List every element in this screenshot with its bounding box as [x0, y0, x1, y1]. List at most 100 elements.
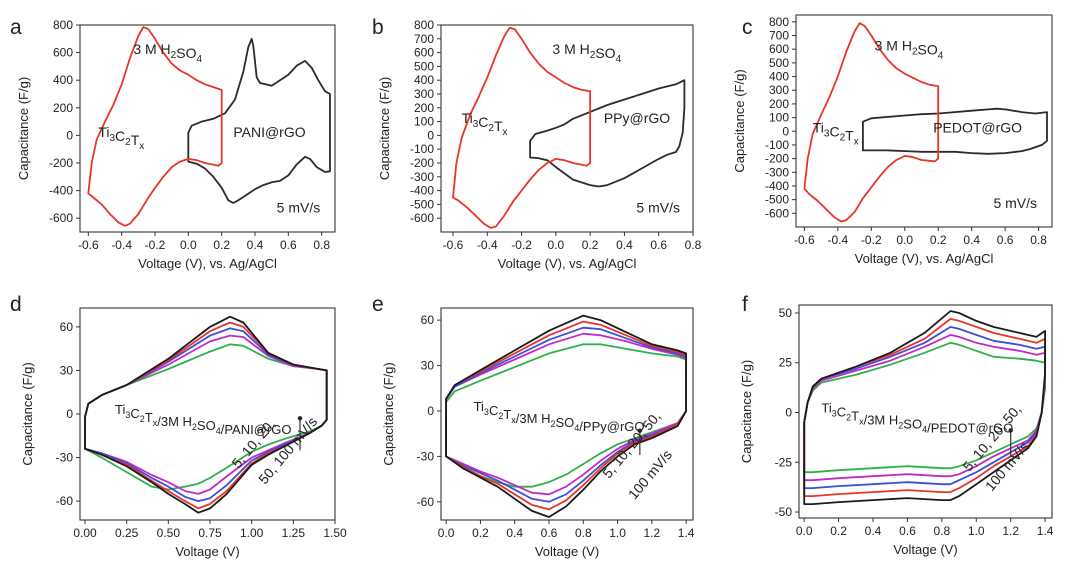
series-line — [452, 26, 591, 229]
series-line — [803, 22, 940, 223]
series-line — [529, 79, 686, 188]
x-axis-label: Voltage (V) — [535, 544, 599, 559]
x-tick-label: 0.4 — [247, 238, 264, 252]
panel-letter: d — [10, 293, 22, 316]
x-axis-label: Voltage (V), vs. Ag/AgCl — [855, 251, 994, 266]
y-tick-label: 0 — [427, 404, 434, 418]
annotation-electrolyte: 3 M H2SO4 — [552, 41, 621, 65]
y-tick-label: -60 — [56, 494, 74, 508]
y-axis-label: Capacitance (F/g) — [732, 69, 747, 172]
y-tick-label: 0 — [782, 124, 789, 138]
series-line — [862, 107, 1048, 155]
y-tick-label: 600 — [414, 46, 434, 60]
arrow-head — [637, 428, 643, 433]
panel-f: f 0.0 0.2 0.4 0.6 0.8 1.0 1.2 1.4 -50 -25 0 25 50 Volt… — [739, 293, 1054, 557]
x-tick-label: 0.2 — [830, 524, 847, 538]
y-tick-label: 60 — [421, 313, 435, 327]
y-tick-label: 700 — [414, 32, 434, 46]
annotation-electrolyte: 3 M H2SO4 — [133, 41, 202, 65]
y-tick-label: 300 — [414, 87, 434, 101]
panel-e: e 0.0 0.2 0.4 0.6 0.8 1.0 1.2 1.4 -60 -30 0 30 60 Volt… — [372, 293, 695, 559]
series-line — [87, 26, 223, 227]
x-tick-label: 0.6 — [280, 238, 297, 252]
y-tick-label: -600 — [765, 206, 789, 220]
series-line — [84, 315, 328, 514]
y-tick-label: 800 — [53, 18, 73, 32]
y-tick-label: 50 — [779, 306, 793, 320]
y-tick-label: 700 — [769, 29, 789, 43]
annotation-ti3c2tx: Ti3C2Tx — [462, 110, 508, 138]
x-tick-label: 0.50 — [157, 526, 181, 540]
x-axis-label: Voltage (V), vs. Ag/AgCl — [138, 256, 277, 271]
x-tick-label: 1.0 — [968, 524, 985, 538]
y-tick-label: 30 — [60, 363, 74, 377]
x-tick-label: 0.6 — [899, 524, 916, 538]
series-line — [187, 37, 331, 204]
panel-b: b -0.6 -0.4 -0.2 0.0 0.2 0.4 0.6 0.8 -600-500-400… — [372, 16, 702, 271]
x-tick-label: 1.2 — [644, 526, 661, 540]
y-tick-label: -500 — [410, 197, 434, 211]
x-tick-label: 0.4 — [963, 233, 980, 247]
y-tick-label: -200 — [49, 156, 73, 170]
arrow-head — [297, 416, 303, 421]
y-tick-label: -500 — [765, 193, 789, 207]
x-tick-label: 0.2 — [582, 238, 599, 252]
y-tick-label: 600 — [53, 46, 73, 60]
y-tick-label: 100 — [769, 111, 789, 125]
x-tick-label: 0.4 — [616, 238, 633, 252]
y-tick-label: 0 — [785, 405, 792, 419]
y-tick-label: -25 — [775, 455, 793, 469]
y-axis-label: Capacitance (F/g) — [739, 360, 754, 463]
series-line — [803, 310, 1046, 505]
plot-frame — [795, 14, 1053, 228]
x-tick-label: 0.2 — [472, 526, 489, 540]
annotation-electrolyte: 3 M H2SO4 — [875, 38, 944, 62]
plot-frame — [798, 304, 1053, 519]
y-tick-label: 400 — [53, 73, 73, 87]
y-tick-label: 500 — [769, 56, 789, 70]
x-tick-label: 0.4 — [506, 526, 523, 540]
x-tick-label: 0.25 — [115, 526, 139, 540]
y-tick-label: 400 — [414, 73, 434, 87]
y-tick-label: 200 — [769, 97, 789, 111]
x-axis-label: Voltage (V), vs. Ag/AgCl — [498, 256, 637, 271]
y-tick-label: 800 — [414, 18, 434, 32]
x-tick-label: 1.2 — [1002, 524, 1019, 538]
x-tick-label: -0.4 — [111, 238, 132, 252]
x-tick-label: 1.25 — [282, 526, 306, 540]
annotation-ti3c2tx: Ti3C2Tx — [813, 120, 859, 148]
y-tick-label: 800 — [769, 15, 789, 29]
annotation-scanrate: 5 mV/s — [993, 195, 1037, 211]
annotation-scanrate: 5 mV/s — [636, 200, 680, 216]
x-axis-label: Voltage (V) — [175, 544, 239, 559]
y-tick-label: 200 — [53, 101, 73, 115]
x-tick-label: 0.8 — [313, 238, 330, 252]
y-tick-label: -200 — [410, 156, 434, 170]
x-tick-label: -0.2 — [861, 233, 882, 247]
annotation-polymer: PPy@rGO — [604, 110, 670, 126]
y-tick-label: -300 — [410, 170, 434, 184]
series-line — [445, 314, 687, 518]
y-tick-label: -200 — [765, 152, 789, 166]
y-tick-label: -300 — [765, 165, 789, 179]
x-tick-label: 0.2 — [930, 233, 947, 247]
panel-letter: c — [742, 16, 753, 39]
plot-frame — [79, 24, 336, 233]
annotation-polymer: PANI@rGO — [233, 124, 305, 140]
x-tick-label: -0.6 — [443, 238, 464, 252]
y-tick-label: -50 — [775, 505, 793, 519]
x-tick-label: 1.4 — [1037, 524, 1054, 538]
y-tick-label: -30 — [417, 449, 435, 463]
x-tick-label: 0.6 — [541, 526, 558, 540]
y-tick-label: -60 — [417, 495, 435, 509]
y-axis-label: Capacitance (F/g) — [377, 77, 392, 180]
x-tick-label: 0.2 — [213, 238, 230, 252]
panel-d: d 0.00 0.25 0.50 0.75 1.00 1.25 1.50 -60 -30 0 30 60… — [10, 293, 347, 559]
plot-frame — [440, 24, 694, 233]
x-tick-label: 0.6 — [650, 238, 667, 252]
panel-letter: a — [10, 16, 22, 39]
x-tick-label: 1.0 — [609, 526, 626, 540]
x-tick-label: 0.00 — [73, 526, 97, 540]
x-tick-label: 0.6 — [997, 233, 1014, 247]
